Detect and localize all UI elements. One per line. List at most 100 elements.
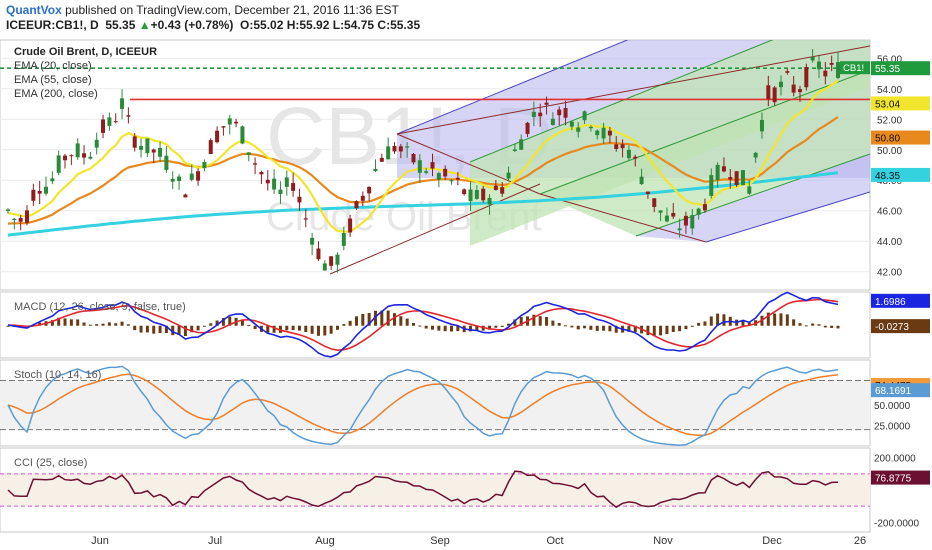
candle-body[interactable] — [113, 121, 118, 123]
candle-body[interactable] — [386, 146, 391, 160]
candle-body[interactable] — [563, 108, 568, 118]
candle-body[interactable] — [538, 112, 543, 117]
candle-body[interactable] — [607, 130, 612, 136]
candle-body[interactable] — [367, 186, 372, 194]
candle-body[interactable] — [614, 144, 619, 149]
candle-body[interactable] — [462, 189, 467, 195]
candle-body[interactable] — [633, 156, 638, 159]
candle-body[interactable] — [202, 161, 207, 169]
candle-body[interactable] — [329, 256, 334, 266]
candle-body[interactable] — [759, 119, 764, 132]
cci-title[interactable]: CCI (25, close) — [14, 457, 87, 469]
candle-body[interactable] — [316, 248, 321, 260]
candle-body[interactable] — [836, 62, 840, 78]
candle-body[interactable] — [753, 152, 758, 158]
candle-body[interactable] — [468, 189, 473, 202]
candle-body[interactable] — [120, 98, 125, 109]
candle-body[interactable] — [227, 118, 232, 125]
legend-ema-20[interactable]: EMA (20, close) — [14, 60, 92, 72]
indicator-axes[interactable]: 25.0000 50.0000 200.0000 -200.0000 — [874, 401, 919, 529]
candle-body[interactable] — [639, 176, 644, 185]
time-axis[interactable]: Jun Jul Aug Sep Oct Nov Dec 26 — [91, 535, 866, 547]
candle-body[interactable] — [310, 237, 315, 245]
candle-body[interactable] — [183, 194, 188, 198]
candle-body[interactable] — [557, 109, 562, 116]
candle-body[interactable] — [215, 130, 220, 143]
candle-body[interactable] — [37, 190, 42, 194]
candle-body[interactable] — [500, 187, 505, 194]
candle-body[interactable] — [816, 61, 821, 70]
candle-body[interactable] — [6, 209, 10, 211]
candle-body[interactable] — [829, 62, 834, 65]
candle-body[interactable] — [240, 126, 245, 144]
candle-body[interactable] — [626, 149, 631, 159]
candle-body[interactable] — [139, 145, 144, 150]
candle-body[interactable] — [348, 218, 353, 233]
candle-body[interactable] — [430, 162, 435, 169]
candle-body[interactable] — [170, 178, 175, 182]
candle-body[interactable] — [246, 152, 251, 155]
candle-body[interactable] — [411, 153, 416, 163]
candle-body[interactable] — [56, 155, 61, 173]
candle-body[interactable] — [728, 177, 733, 180]
candle-body[interactable] — [512, 149, 517, 151]
candle-body[interactable] — [709, 175, 714, 196]
candle-body[interactable] — [373, 168, 378, 172]
candle-body[interactable] — [525, 122, 530, 134]
candle-body[interactable] — [107, 117, 112, 126]
candle-body[interactable] — [417, 160, 422, 173]
candle-body[interactable] — [25, 210, 30, 223]
candle-body[interactable] — [272, 178, 277, 190]
candle-body[interactable] — [645, 191, 650, 195]
candle-body[interactable] — [50, 178, 55, 182]
candle-body[interactable] — [398, 146, 403, 152]
candle-body[interactable] — [823, 70, 828, 77]
pitchfork-handle[interactable] — [539, 193, 707, 243]
candle-body[interactable] — [797, 89, 802, 93]
candle-body[interactable] — [531, 111, 536, 117]
candle-body[interactable] — [94, 139, 99, 148]
candle-body[interactable] — [322, 263, 327, 271]
candle-body[interactable] — [677, 228, 682, 231]
candle-body[interactable] — [303, 218, 308, 220]
candle-body[interactable] — [810, 57, 815, 61]
price-chart[interactable]: CB1!, D Crude Oil Brent Crud — [0, 34, 932, 550]
candle-body[interactable] — [44, 186, 49, 194]
candle-body[interactable] — [715, 164, 720, 181]
candle-body[interactable] — [766, 85, 771, 100]
candle-body[interactable] — [341, 233, 346, 246]
candle-body[interactable] — [474, 190, 479, 199]
candle-body[interactable] — [455, 177, 460, 180]
candle-body[interactable] — [392, 145, 397, 152]
candle-body[interactable] — [683, 215, 688, 226]
candle-body[interactable] — [297, 196, 302, 203]
candle-body[interactable] — [151, 149, 156, 153]
candle-body[interactable] — [208, 140, 213, 155]
macd-title[interactable]: MACD (12, 26, close, 9, false, true) — [14, 301, 186, 313]
candle-body[interactable] — [721, 166, 726, 172]
candle-body[interactable] — [664, 215, 669, 222]
candle-body[interactable] — [424, 171, 429, 173]
candle-body[interactable] — [379, 157, 384, 162]
candle-body[interactable] — [747, 186, 752, 194]
candle-body[interactable] — [145, 138, 150, 154]
candle-body[interactable] — [132, 136, 137, 148]
pitchfork-lower-line[interactable] — [705, 191, 870, 243]
candle-body[interactable] — [63, 155, 68, 161]
candle-body[interactable] — [82, 153, 87, 158]
candle-body[interactable] — [601, 127, 606, 139]
candle-body[interactable] — [31, 189, 36, 201]
candle-body[interactable] — [284, 177, 289, 187]
stoch-title[interactable]: Stoch (10, 14, 16) — [14, 369, 101, 381]
candle-body[interactable] — [550, 118, 555, 125]
candle-body[interactable] — [354, 201, 359, 209]
symbol-name[interactable]: ICEEUR:CB1!, D — [6, 18, 99, 32]
candle-body[interactable] — [126, 115, 131, 117]
brand-link[interactable]: QuantVox — [6, 3, 62, 17]
candle-body[interactable] — [544, 102, 549, 105]
candle-body[interactable] — [234, 121, 239, 124]
candle-body[interactable] — [658, 210, 663, 213]
candle-body[interactable] — [690, 215, 695, 229]
candle-body[interactable] — [278, 189, 283, 195]
